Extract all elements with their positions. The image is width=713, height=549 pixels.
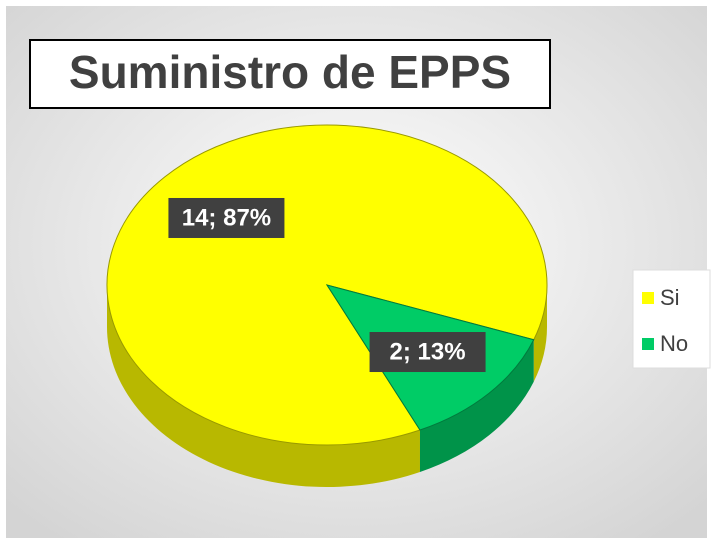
data-label: 2; 13% (390, 338, 466, 365)
legend-box (632, 269, 711, 369)
pie-slice-side (107, 285, 420, 487)
pie-slice-side (419, 339, 534, 473)
data-label-box (369, 332, 486, 373)
title-box (29, 39, 551, 109)
legend-label: Si (660, 285, 680, 310)
legend-swatch (642, 292, 654, 304)
data-label-box (168, 197, 285, 238)
legend-swatch (642, 338, 654, 350)
legend-label: No (660, 331, 688, 356)
data-label: 14; 87% (182, 204, 271, 231)
pie-slice-side (533, 285, 547, 382)
chart-title: Suministro de EPPS (69, 46, 511, 98)
